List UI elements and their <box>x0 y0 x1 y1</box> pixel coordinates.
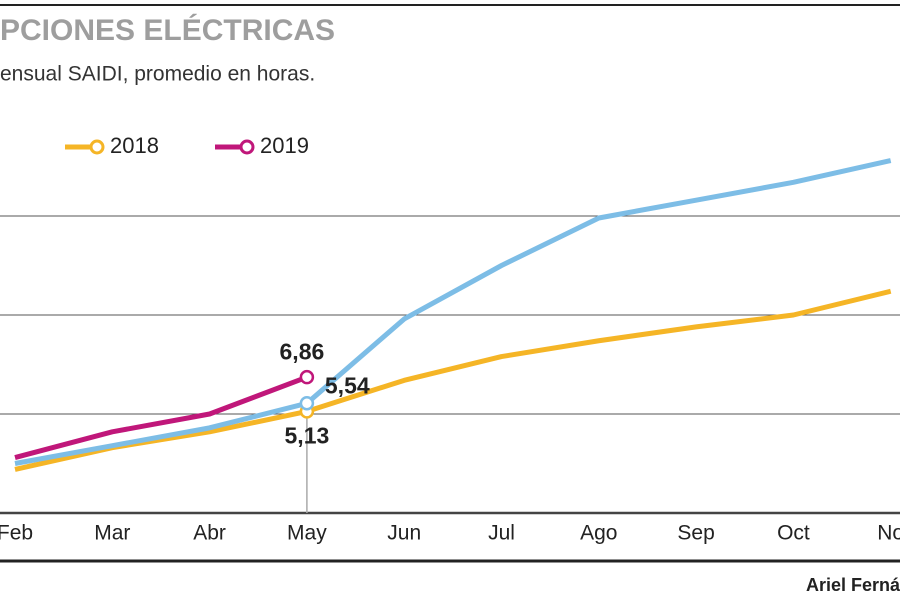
legend-marker <box>89 139 105 155</box>
series-line <box>14 374 308 460</box>
x-tick-label: Jul <box>488 522 515 545</box>
legend-marker <box>239 139 255 155</box>
chart-title: PCIONES ELÉCTRICAS <box>0 13 335 47</box>
legend-label: 2019 <box>260 133 309 158</box>
x-tick-label: Ago <box>580 522 617 545</box>
x-tick-label: Sep <box>677 522 714 545</box>
x-tick-label: Feb <box>0 522 33 545</box>
point-marker <box>299 369 315 385</box>
x-tick-label: Abr <box>193 522 226 545</box>
chart-subtitle: ensual SAIDI, promedio en horas. <box>0 63 315 86</box>
legend-label: 2018 <box>110 133 159 158</box>
x-tick-label: No <box>877 522 900 545</box>
x-tick-label: Jun <box>387 522 421 545</box>
series-line <box>14 288 892 472</box>
data-label: 6,86 <box>280 338 325 364</box>
point-marker <box>299 396 315 411</box>
series-line <box>14 158 892 466</box>
source: Ariel Ferná <box>806 575 900 595</box>
x-tick-label: May <box>287 522 327 545</box>
data-label: 5,54 <box>325 372 370 398</box>
x-tick-label: Oct <box>777 522 810 545</box>
x-tick-label: Mar <box>94 522 130 545</box>
data-label: 5,13 <box>285 423 330 449</box>
